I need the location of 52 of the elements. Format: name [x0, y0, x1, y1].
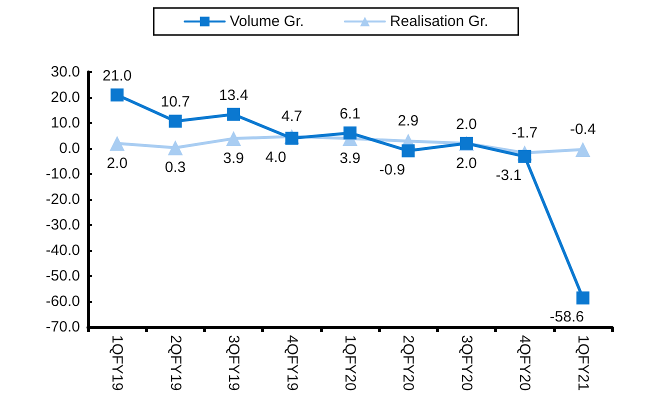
- y-tick-label: -70.0: [46, 318, 80, 336]
- y-tick-label: -50.0: [46, 268, 80, 284]
- y-tick-label: -10.0: [46, 166, 80, 182]
- data-label: 13.4: [218, 86, 248, 104]
- x-tick-label: 1QFY19: [108, 335, 126, 391]
- y-tick-label: -40.0: [46, 242, 80, 259]
- point: [344, 126, 356, 140]
- data-label: -1.7: [512, 124, 538, 142]
- point: [168, 114, 182, 128]
- point: [168, 140, 183, 156]
- point: [226, 131, 242, 146]
- data-label: 2.0: [106, 154, 128, 172]
- data-label: 4.7: [281, 108, 302, 126]
- data-label: 3.9: [340, 150, 360, 168]
- legend-label: Realisation Gr.: [390, 13, 488, 30]
- data-label: 2.9: [398, 112, 419, 130]
- x-tick-label: 4QFY19: [283, 335, 300, 391]
- data-label: 4.0: [265, 148, 286, 166]
- point: [402, 144, 415, 158]
- point: [110, 88, 124, 102]
- x-tick-label: 3QFY20: [458, 335, 475, 391]
- point: [227, 108, 240, 121]
- x-tick-label: 1QFY20: [342, 335, 358, 391]
- y-tick-label: 30.0: [50, 64, 80, 80]
- data-label: 2.0: [456, 154, 477, 172]
- y-tick-label: -60.0: [46, 293, 80, 310]
- y-tick-label: -30.0: [46, 216, 80, 234]
- y-tick-label: 0.0: [59, 140, 80, 157]
- data-label: 21.0: [102, 67, 132, 84]
- data-label: 3.9: [223, 150, 244, 168]
- y-tick-label: 10.0: [50, 114, 80, 132]
- point: [576, 291, 590, 304]
- data-label: -3.1: [496, 166, 522, 184]
- x-tick-label: 2QFY19: [166, 335, 184, 391]
- data-label: -58.6: [550, 308, 584, 326]
- point: [575, 142, 590, 158]
- point: [110, 136, 125, 151]
- data-label: 0.3: [164, 159, 186, 176]
- data-label: -0.4: [570, 121, 596, 138]
- x-tick-label: 2QFY20: [400, 335, 417, 391]
- data-label: 6.1: [340, 105, 360, 122]
- x-tick-label: 1QFY21: [574, 335, 592, 391]
- point: [518, 150, 532, 163]
- legend-label: Volume Gr.: [230, 13, 304, 30]
- data-label: -0.9: [379, 161, 406, 178]
- y-tick-label: -20.0: [46, 191, 80, 208]
- point: [285, 132, 298, 145]
- data-label: 10.7: [160, 94, 190, 111]
- y-tick-label: 20.0: [50, 89, 80, 106]
- data-label: 2.0: [456, 116, 477, 133]
- x-tick-label: 4QFY20: [516, 335, 534, 391]
- x-tick-label: 3QFY19: [225, 335, 242, 391]
